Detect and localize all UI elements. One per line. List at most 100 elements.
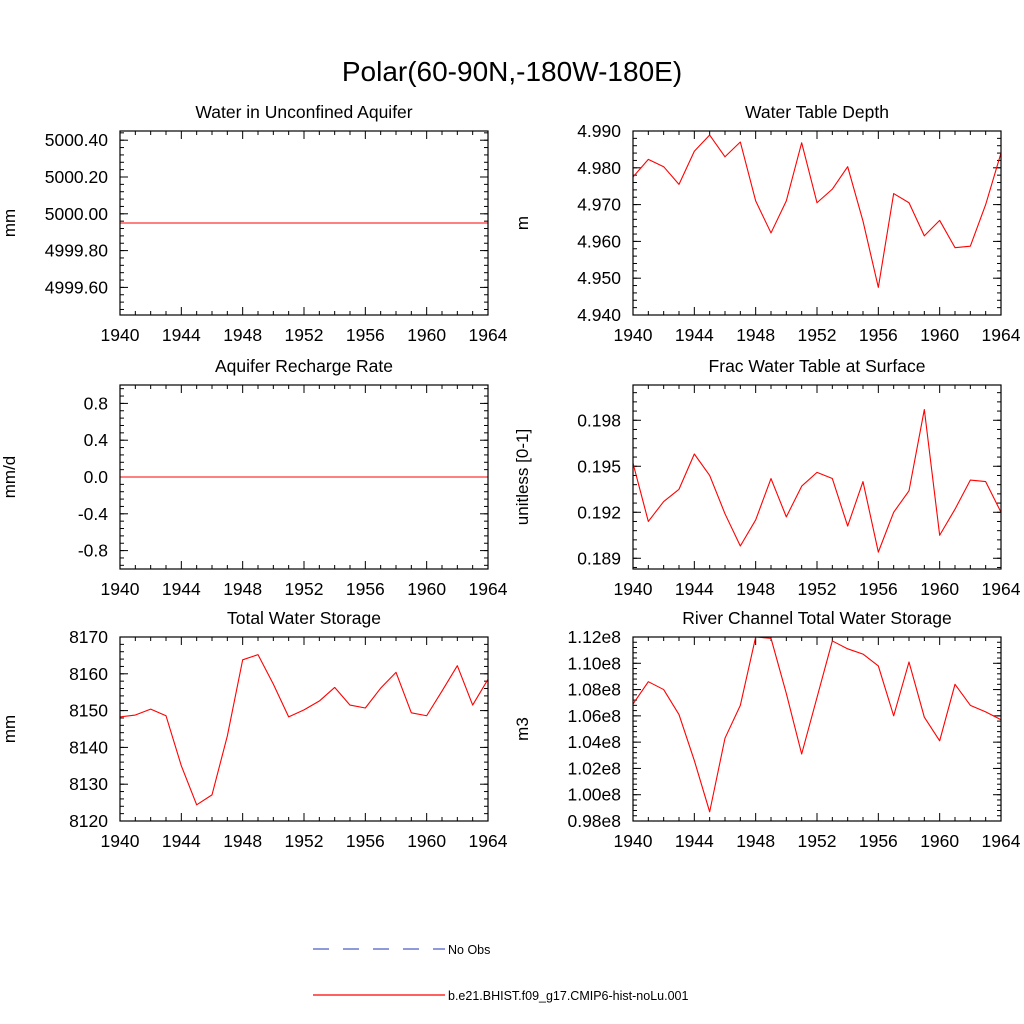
x-tick-label: 1956 — [859, 831, 898, 851]
x-tick-label: 1960 — [407, 831, 446, 851]
y-axis-label: m — [513, 216, 532, 230]
x-tick-label: 1960 — [920, 831, 959, 851]
x-tick-label: 1940 — [614, 325, 653, 345]
y-axis-label: unitless [0-1] — [513, 429, 532, 525]
chart-frac-water-table-at-surface: Frac Water Table at Surface unitless [0-1… — [513, 356, 1021, 599]
x-tick-label: 1940 — [101, 325, 140, 345]
y-tick-label: 4.950 — [577, 268, 621, 288]
chart-aquifer-recharge-rate: Aquifer Recharge Rate mm/d 1940 1944 1948 195… — [0, 356, 508, 599]
chart-title: Frac Water Table at Surface — [709, 356, 926, 376]
legend-label-no-obs: No Obs — [448, 943, 490, 957]
y-tick-label: 5000.40 — [45, 130, 109, 150]
x-tick-label: 1960 — [407, 325, 446, 345]
y-tick-label: 4.980 — [577, 158, 621, 178]
y-tick-label: 0.192 — [577, 502, 621, 522]
chart-title: Water Table Depth — [745, 102, 889, 122]
y-tick-label: 1.12e8 — [567, 627, 621, 647]
x-tick-label: 1952 — [285, 831, 324, 851]
y-tick-label: 4999.80 — [45, 241, 109, 261]
y-tick-label: 5000.20 — [45, 167, 109, 187]
x-tick-label: 1956 — [346, 325, 385, 345]
y-axis-label: mm — [0, 715, 19, 743]
x-tick-label: 1964 — [982, 831, 1021, 851]
y-tick-label: -0.4 — [78, 504, 108, 524]
plot-frame — [632, 636, 1002, 822]
series-line — [632, 134, 1002, 288]
plot-frame — [632, 384, 1002, 570]
x-tick-label: 1948 — [223, 579, 262, 599]
x-tick-label: 1948 — [223, 831, 262, 851]
y-tick-label: 1.10e8 — [567, 653, 621, 673]
plot-frame — [119, 130, 489, 316]
series-line — [119, 654, 489, 806]
y-axis-label: m3 — [513, 717, 532, 741]
x-tick-label: 1940 — [614, 579, 653, 599]
y-tick-label: 8160 — [69, 664, 108, 684]
y-tick-label: 0.0 — [84, 467, 109, 487]
y-tick-label: 8140 — [69, 737, 108, 757]
y-tick-label: 0.195 — [577, 456, 621, 476]
x-tick-label: 1940 — [101, 579, 140, 599]
plot-frame — [119, 384, 489, 570]
legend: No Obs b.e21.BHIST.f09_g17.CMIP6-hist-no… — [313, 943, 688, 1003]
x-tick-label: 1948 — [223, 325, 262, 345]
panels: Water in Unconfined Aquifer mm 1940 1944 194… — [0, 102, 1021, 851]
plot-frame — [632, 130, 1002, 316]
y-tick-label: 0.198 — [577, 410, 621, 430]
x-tick-label: 1944 — [162, 831, 201, 851]
y-axis-label: mm — [0, 209, 19, 237]
x-tick-label: 1952 — [798, 325, 837, 345]
x-tick-label: 1964 — [982, 325, 1021, 345]
x-tick-label: 1960 — [920, 325, 959, 345]
chart-title: Total Water Storage — [227, 608, 381, 628]
chart-river-channel-total-water-storage: River Channel Total Water Storage m3 1940 1… — [513, 608, 1021, 851]
y-tick-label: 4999.60 — [45, 277, 109, 297]
x-tick-label: 1960 — [407, 579, 446, 599]
y-tick-label: 0.8 — [84, 393, 108, 413]
x-tick-label: 1960 — [920, 579, 959, 599]
x-tick-label: 1964 — [469, 325, 508, 345]
chart-total-water-storage: Total Water Storage mm 1940 1944 1948 1952 195… — [0, 608, 508, 851]
x-tick-label: 1944 — [162, 325, 201, 345]
x-tick-label: 1964 — [469, 831, 508, 851]
x-tick-label: 1956 — [346, 579, 385, 599]
x-tick-label: 1964 — [982, 579, 1021, 599]
y-tick-label: 1.02e8 — [567, 758, 621, 778]
series-line — [632, 408, 1002, 553]
series-line — [632, 636, 1002, 813]
x-tick-label: 1944 — [675, 325, 714, 345]
y-tick-label: 5000.00 — [45, 204, 109, 224]
x-tick-label: 1948 — [736, 579, 775, 599]
y-tick-label: 4.970 — [577, 195, 621, 215]
y-tick-label: 4.940 — [577, 305, 621, 325]
y-tick-label: 1.08e8 — [567, 680, 621, 700]
y-tick-label: 8150 — [69, 701, 108, 721]
y-tick-label: 0.98e8 — [567, 811, 621, 831]
plot-frame — [119, 636, 489, 822]
y-tick-label: 8120 — [69, 811, 108, 831]
x-tick-label: 1944 — [162, 579, 201, 599]
chart-title: Water in Unconfined Aquifer — [195, 102, 412, 122]
chart-water-table-depth: Water Table Depth m 1940 1944 1948 1952 1956 19… — [513, 102, 1021, 345]
x-tick-label: 1956 — [346, 831, 385, 851]
y-tick-label: 4.960 — [577, 231, 621, 251]
x-tick-label: 1940 — [101, 831, 140, 851]
y-tick-label: 0.4 — [84, 430, 109, 450]
y-axis-label: mm/d — [0, 456, 19, 499]
legend-label-model: b.e21.BHIST.f09_g17.CMIP6-hist-noLu.001 — [448, 989, 688, 1003]
y-tick-label: 1.00e8 — [567, 785, 621, 805]
y-tick-label: 8130 — [69, 774, 108, 794]
y-tick-label: -0.8 — [78, 541, 108, 561]
x-tick-label: 1956 — [859, 579, 898, 599]
x-tick-label: 1956 — [859, 325, 898, 345]
x-tick-label: 1944 — [675, 831, 714, 851]
y-tick-label: 8170 — [69, 627, 108, 647]
x-tick-label: 1952 — [285, 579, 324, 599]
y-tick-label: 4.990 — [577, 121, 621, 141]
x-tick-label: 1948 — [736, 325, 775, 345]
y-tick-label: 1.04e8 — [567, 732, 621, 752]
x-tick-label: 1952 — [798, 831, 837, 851]
figure-title: Polar(60-90N,-180W-180E) — [342, 56, 682, 87]
chart-water-in-unconfined-aquifer: Water in Unconfined Aquifer mm 1940 1944 194… — [0, 102, 508, 345]
x-tick-label: 1948 — [736, 831, 775, 851]
